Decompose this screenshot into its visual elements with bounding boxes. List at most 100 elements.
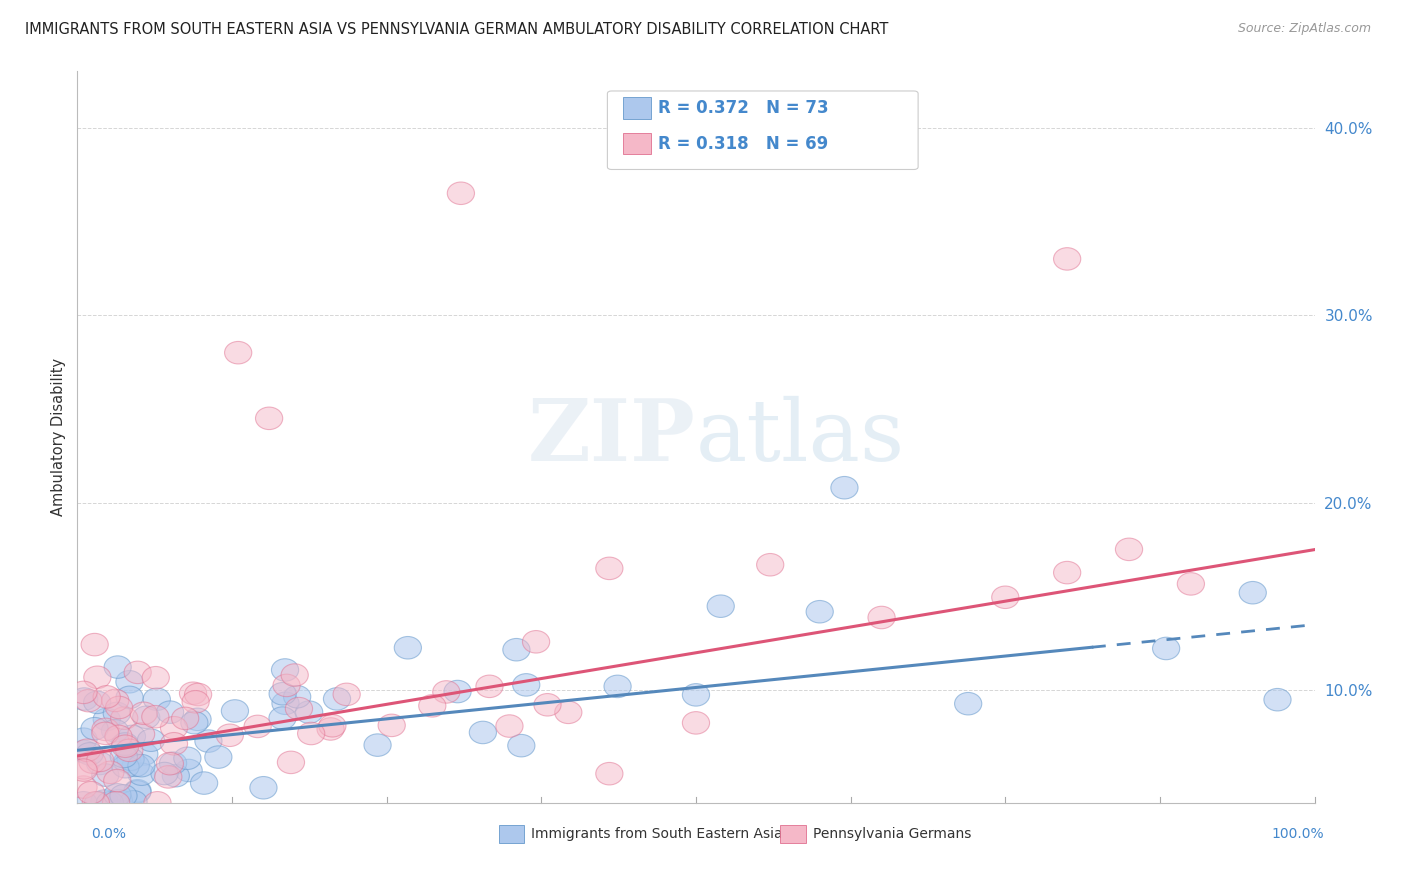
Ellipse shape	[93, 708, 121, 731]
Ellipse shape	[104, 783, 131, 806]
Ellipse shape	[77, 781, 104, 804]
Ellipse shape	[1264, 689, 1291, 711]
Ellipse shape	[91, 718, 120, 740]
Ellipse shape	[84, 791, 111, 814]
Ellipse shape	[323, 688, 350, 710]
Ellipse shape	[115, 739, 143, 762]
Ellipse shape	[132, 706, 160, 729]
Ellipse shape	[82, 717, 108, 740]
Ellipse shape	[76, 743, 103, 765]
Ellipse shape	[84, 666, 111, 689]
Ellipse shape	[87, 749, 114, 772]
Ellipse shape	[103, 791, 129, 814]
Ellipse shape	[271, 692, 299, 714]
Ellipse shape	[868, 607, 896, 629]
Ellipse shape	[110, 745, 138, 768]
Ellipse shape	[756, 554, 783, 576]
Ellipse shape	[273, 674, 299, 697]
Ellipse shape	[120, 790, 148, 814]
Ellipse shape	[394, 637, 422, 659]
Ellipse shape	[319, 714, 346, 737]
Ellipse shape	[86, 752, 114, 775]
Text: Source: ZipAtlas.com: Source: ZipAtlas.com	[1237, 22, 1371, 36]
Text: R = 0.318   N = 69: R = 0.318 N = 69	[658, 135, 828, 153]
Ellipse shape	[82, 633, 108, 656]
Ellipse shape	[105, 789, 132, 812]
Ellipse shape	[534, 694, 561, 716]
Ellipse shape	[172, 707, 198, 730]
Ellipse shape	[508, 734, 534, 757]
Text: IMMIGRANTS FROM SOUTH EASTERN ASIA VS PENNSYLVANIA GERMAN AMBULATORY DISABILITY : IMMIGRANTS FROM SOUTH EASTERN ASIA VS PE…	[25, 22, 889, 37]
Ellipse shape	[70, 728, 97, 750]
Ellipse shape	[97, 761, 124, 783]
Ellipse shape	[181, 712, 208, 734]
Ellipse shape	[295, 701, 323, 723]
Text: ZIP: ZIP	[529, 395, 696, 479]
Ellipse shape	[70, 791, 97, 814]
Ellipse shape	[111, 706, 138, 730]
Ellipse shape	[378, 714, 405, 737]
Ellipse shape	[111, 732, 138, 756]
Ellipse shape	[217, 724, 243, 747]
Ellipse shape	[184, 683, 212, 706]
Ellipse shape	[70, 776, 97, 798]
Ellipse shape	[271, 658, 298, 681]
Ellipse shape	[91, 764, 120, 787]
Ellipse shape	[176, 759, 202, 781]
Ellipse shape	[277, 751, 305, 773]
Ellipse shape	[475, 675, 503, 698]
Ellipse shape	[104, 769, 131, 792]
Ellipse shape	[129, 702, 157, 724]
Ellipse shape	[190, 772, 218, 795]
Ellipse shape	[180, 682, 207, 705]
Ellipse shape	[433, 681, 460, 703]
Text: Immigrants from South Eastern Asia: Immigrants from South Eastern Asia	[531, 827, 783, 841]
Ellipse shape	[143, 688, 170, 711]
Ellipse shape	[160, 716, 187, 739]
Ellipse shape	[83, 691, 111, 714]
Ellipse shape	[269, 706, 297, 730]
Ellipse shape	[93, 686, 121, 708]
Ellipse shape	[1239, 582, 1267, 604]
Ellipse shape	[682, 712, 710, 734]
Ellipse shape	[73, 739, 101, 762]
Ellipse shape	[115, 671, 143, 693]
Ellipse shape	[281, 664, 308, 686]
Ellipse shape	[115, 686, 143, 708]
Text: atlas: atlas	[696, 395, 905, 479]
Text: Pennsylvania Germans: Pennsylvania Germans	[813, 827, 972, 841]
Ellipse shape	[128, 755, 155, 777]
Ellipse shape	[122, 754, 149, 777]
Ellipse shape	[364, 734, 391, 756]
Ellipse shape	[513, 673, 540, 696]
Ellipse shape	[245, 715, 271, 738]
Ellipse shape	[806, 600, 834, 623]
Ellipse shape	[105, 697, 132, 719]
Ellipse shape	[101, 690, 129, 712]
Ellipse shape	[496, 714, 523, 738]
Ellipse shape	[419, 695, 446, 717]
Ellipse shape	[174, 747, 201, 770]
Ellipse shape	[124, 780, 152, 802]
Ellipse shape	[1153, 637, 1180, 660]
Ellipse shape	[131, 743, 157, 765]
Ellipse shape	[269, 682, 297, 705]
Ellipse shape	[160, 732, 187, 755]
Ellipse shape	[596, 763, 623, 785]
Ellipse shape	[444, 681, 471, 703]
Ellipse shape	[91, 723, 120, 745]
Ellipse shape	[707, 595, 734, 617]
Ellipse shape	[256, 407, 283, 430]
Ellipse shape	[104, 656, 131, 678]
Ellipse shape	[118, 725, 146, 747]
Ellipse shape	[70, 756, 97, 779]
Ellipse shape	[555, 701, 582, 723]
Ellipse shape	[112, 756, 139, 778]
Ellipse shape	[117, 748, 145, 771]
Ellipse shape	[111, 735, 139, 757]
Ellipse shape	[991, 586, 1019, 608]
Ellipse shape	[298, 723, 325, 745]
Ellipse shape	[101, 720, 128, 742]
Ellipse shape	[316, 718, 344, 740]
Ellipse shape	[156, 701, 184, 723]
